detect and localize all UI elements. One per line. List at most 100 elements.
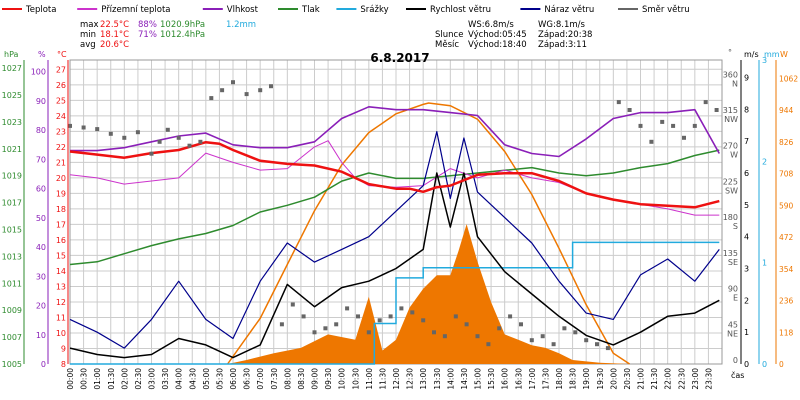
y-axis-direction-compass: W <box>730 151 738 160</box>
stat-max-hum: 88% <box>138 20 157 30</box>
x-tick-label: 05:30 <box>215 368 224 390</box>
stat-avg-temp: 20.6°C <box>100 40 129 50</box>
wind-direction-point <box>573 330 578 335</box>
y-axis-direction-tick: 225 <box>723 177 738 186</box>
x-tick-label: 13:00 <box>419 368 428 390</box>
wind-direction-point <box>508 314 513 319</box>
y-axis-pressure-tick: 1015 <box>2 225 22 234</box>
legend-label: Rychlost větru <box>430 5 491 15</box>
y-axis-humidity-tick: 20 <box>36 302 46 311</box>
wind-direction-point <box>198 139 203 144</box>
stat-min-label: min <box>80 30 96 40</box>
y-axis-direction-tick: 360 <box>723 70 738 79</box>
y-axis-temperature-tick: 14 <box>56 267 66 276</box>
wind-direction-point <box>497 326 502 331</box>
wind-direction-point <box>290 302 295 307</box>
legend-label: Náraz větru <box>544 5 594 15</box>
wind-direction-point <box>377 318 382 323</box>
x-tick-label: 11:30 <box>378 368 387 390</box>
wind-direction-point <box>81 125 86 130</box>
unit-pct: % <box>38 50 46 59</box>
x-tick-label: 12:00 <box>392 368 401 390</box>
wind-direction-point <box>410 310 415 315</box>
y-axis-temperature-tick: 20 <box>56 174 66 183</box>
y-axis-direction-compass: NE <box>727 329 738 338</box>
x-tick-label: 09:00 <box>311 368 320 390</box>
y-axis-direction-compass: SE <box>728 258 738 267</box>
y-axis-temperature-tick: 10 <box>56 329 66 338</box>
y-axis-rain-tick: 2 <box>762 157 767 166</box>
legend-label: Teplota <box>25 5 56 15</box>
y-axis-rain-tick: 0 <box>762 360 767 369</box>
legend-label: Směr větru <box>642 5 690 15</box>
wind-direction-point <box>356 314 360 319</box>
y-axis-pressure-tick: 1009 <box>2 306 22 315</box>
x-tick-label: 01:00 <box>93 368 102 390</box>
y-axis-wind-tick: 9 <box>744 74 749 83</box>
wind-direction-point <box>714 108 719 112</box>
wind-direction-point <box>165 127 170 132</box>
series-wind-speed <box>69 172 720 359</box>
info-ws: WS:6.8m/s <box>468 20 514 30</box>
stat-min-press: 1012.4hPa <box>160 30 205 40</box>
y-axis-temperature-tick: 9 <box>61 344 66 353</box>
x-tick-label: 14:30 <box>460 368 469 390</box>
unit-hpa: hPa <box>4 50 19 59</box>
y-axis-humidity-tick: 40 <box>36 243 46 252</box>
legend-label: Přízemní teplota <box>101 5 170 15</box>
y-axis-pressure-tick: 1027 <box>2 64 22 73</box>
y-axis-temperature-tick: 15 <box>56 251 66 260</box>
y-axis-pressure-tick: 1013 <box>2 252 22 261</box>
unit-degc: °C <box>57 50 67 59</box>
y-axis-direction-tick: 315 <box>723 106 738 115</box>
y-axis-temperature-tick: 24 <box>56 112 66 121</box>
y-axis-temperature-tick: 12 <box>56 298 66 307</box>
x-tick-label: 05:00 <box>202 368 211 390</box>
series-wind-gust <box>69 131 720 349</box>
x-tick-label: 23:00 <box>691 368 700 390</box>
y-axis-direction-compass: N <box>732 79 738 88</box>
y-axis-temperature-tick: 18 <box>56 205 66 214</box>
y-axis-direction-tick: 135 <box>723 249 738 258</box>
y-axis-wind-tick: 4 <box>744 233 749 242</box>
wind-direction-point <box>616 100 621 105</box>
y-axis-pressure-tick: 1011 <box>2 279 22 288</box>
stat-max-label: max <box>80 20 99 30</box>
wind-direction-point <box>595 342 599 347</box>
y-axis-solar-tick: 826 <box>779 138 794 147</box>
wind-direction-point <box>220 88 225 93</box>
wind-direction-point <box>638 123 643 128</box>
wind-direction-point <box>388 314 393 319</box>
y-axis-wind-tick: 7 <box>744 137 749 146</box>
x-tick-label: 20:00 <box>609 368 618 390</box>
y-axis-humidity-tick: 60 <box>36 185 46 194</box>
y-axis-direction-compass: SW <box>725 186 738 195</box>
y-axis-wind-tick: 8 <box>744 105 749 114</box>
y-axis-pressure-tick: 1023 <box>2 118 22 127</box>
y-axis-humidity-tick: 10 <box>36 331 46 340</box>
y-axis-temperature-tick: 25 <box>56 96 66 105</box>
y-axis-temperature-tick: 19 <box>56 189 66 198</box>
y-axis-pressure-tick: 1017 <box>2 199 22 208</box>
info-sun-rise: Východ:05:45 <box>468 30 527 40</box>
stat-max-rain: 1.2mm <box>226 20 256 30</box>
wind-direction-point <box>551 342 556 347</box>
info-wg: WG:8.1m/s <box>538 20 586 30</box>
stat-max-press: 1020.9hPa <box>160 20 205 30</box>
y-axis-solar-tick: 354 <box>779 265 794 274</box>
legend-label: Vlhkost <box>227 5 259 15</box>
y-axis-temperature-tick: 16 <box>56 236 66 245</box>
y-axis-solar-tick: 708 <box>779 170 794 179</box>
y-axis-temperature-tick: 11 <box>56 313 66 322</box>
x-tick-label: 16:30 <box>514 368 523 390</box>
wind-direction-point <box>519 322 523 327</box>
unit-deg: ° <box>728 48 732 57</box>
x-tick-label: 02:00 <box>120 368 129 390</box>
x-tick-label: 12:30 <box>406 368 415 390</box>
wind-direction-point <box>649 139 654 144</box>
y-axis-temperature-tick: 23 <box>56 127 66 136</box>
x-tick-label: 01:30 <box>107 368 116 390</box>
x-tick-label: 04:00 <box>175 368 184 390</box>
legend: Teplota Přízemní teplota Vlhkost Tlak Srážky… <box>2 5 690 15</box>
wind-direction-point <box>135 130 140 135</box>
